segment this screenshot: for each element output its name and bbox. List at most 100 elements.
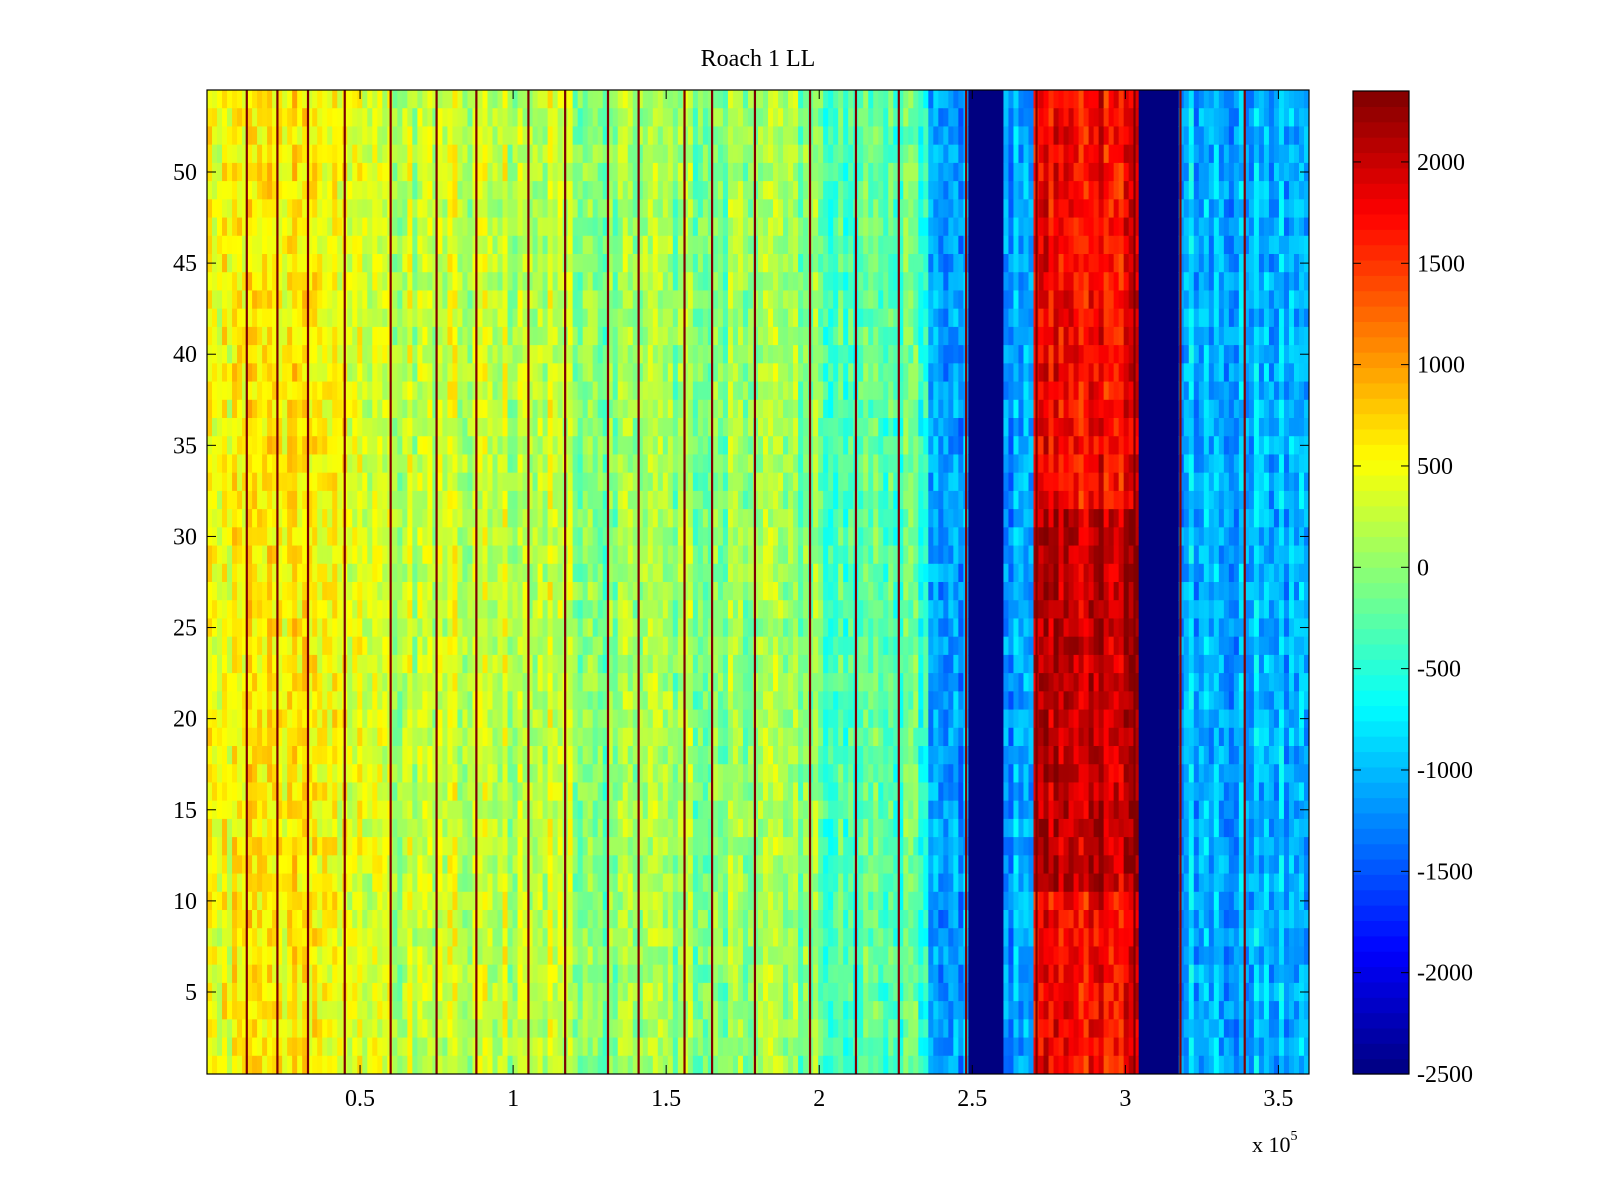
heatmap-cell (572, 910, 579, 929)
heatmap-cell (437, 964, 444, 984)
heatmap-cell (257, 399, 263, 419)
heatmap-cell (367, 982, 373, 1002)
heatmap-cell (252, 272, 258, 292)
heatmap-cell (447, 600, 454, 620)
heatmap-cell (447, 326, 454, 346)
heatmap-cell (412, 436, 418, 456)
heatmap-cell (487, 691, 494, 711)
heatmap-cell (257, 746, 263, 765)
heatmap-cell (447, 527, 454, 547)
heatmap-cell (492, 1019, 499, 1039)
heatmap-cell (632, 563, 639, 583)
heatmap-cell (272, 600, 278, 620)
heatmap-cell (522, 126, 529, 146)
heatmap-cell (397, 982, 403, 1002)
heatmap-cell (612, 308, 619, 328)
heatmap-cell (337, 1055, 343, 1074)
heatmap-cell (482, 345, 489, 364)
heatmap-cell (227, 709, 233, 729)
heatmap-cell (662, 381, 669, 401)
heatmap-cell (427, 691, 434, 711)
heatmap-cell (502, 436, 509, 456)
heatmap-cell (502, 910, 509, 929)
heatmap-cell (297, 855, 303, 875)
heatmap-cell (577, 399, 584, 419)
heatmap-cell (327, 782, 333, 802)
heatmap-cell (287, 545, 293, 565)
heatmap-cell (287, 326, 293, 346)
heatmap-cell (647, 345, 654, 364)
heatmap-cell (507, 563, 514, 583)
heatmap-cell (272, 782, 278, 802)
heatmap-cell (652, 472, 659, 492)
heatmap-cell (517, 709, 524, 729)
heatmap-cell (432, 837, 439, 856)
heatmap-cell (557, 782, 564, 802)
heatmap-cell (397, 818, 403, 838)
heatmap-cell (407, 837, 413, 856)
heatmap-cell (587, 472, 594, 492)
heatmap-cell (552, 818, 559, 838)
heatmap-cell (207, 582, 213, 601)
heatmap-cell (257, 837, 263, 856)
heatmap-cell (332, 691, 338, 711)
heatmap-cell (432, 855, 439, 875)
heatmap-cell (247, 746, 253, 765)
heatmap-cell (362, 272, 368, 292)
heatmap-cell (447, 727, 454, 747)
heatmap-cell (402, 509, 408, 528)
heatmap-cell (277, 418, 283, 437)
heatmap-cell (232, 709, 238, 729)
heatmap-cell (602, 1001, 609, 1020)
heatmap-cell (232, 490, 238, 510)
heatmap-cell (452, 1019, 459, 1039)
heatmap-cell (632, 982, 639, 1002)
heatmap-cell (637, 764, 644, 784)
heatmap-cell (452, 1037, 459, 1057)
heatmap-cell (307, 272, 313, 292)
heatmap-cell (422, 982, 428, 1002)
heatmap-cell (367, 490, 373, 510)
heatmap-cell (612, 782, 619, 802)
heatmap-cell (322, 782, 328, 802)
heatmap-cell (437, 1001, 444, 1020)
heatmap-cell (357, 746, 363, 765)
heatmap-cell (632, 946, 639, 966)
heatmap-cell (582, 600, 589, 620)
heatmap-cell (327, 1019, 333, 1039)
heatmap-cell (327, 800, 333, 820)
heatmap-cell (657, 199, 664, 219)
heatmap-cell (302, 727, 308, 747)
heatmap-cell (372, 673, 378, 692)
heatmap-cell (477, 618, 484, 638)
heatmap-cell (632, 855, 639, 875)
heatmap-cell (612, 582, 619, 601)
heatmap-cell (662, 527, 669, 547)
heatmap-cell (572, 199, 579, 219)
heatmap-cell (337, 600, 343, 620)
heatmap-cell (612, 600, 619, 620)
heatmap-cell (352, 636, 358, 656)
heatmap-cell (357, 855, 363, 875)
heatmap-cell (462, 436, 469, 456)
heatmap-cell (242, 928, 248, 948)
heatmap-cell (237, 691, 243, 711)
heatmap-cell (567, 873, 574, 893)
heatmap-cell (382, 563, 388, 583)
heatmap-cell (552, 454, 559, 474)
heatmap-cell (582, 1055, 589, 1074)
heatmap-cell (487, 673, 494, 692)
heatmap-cell (537, 454, 544, 474)
heatmap-cell (372, 1037, 378, 1057)
heatmap-cell (407, 800, 413, 820)
heatmap-cell (487, 126, 494, 146)
heatmap-cell (222, 235, 228, 255)
heatmap-cell (247, 800, 253, 820)
heatmap-cell (257, 162, 263, 182)
heatmap-cell (232, 928, 238, 948)
heatmap-cell (662, 254, 669, 273)
heatmap-cell (332, 1055, 338, 1074)
heatmap-cell (377, 90, 383, 109)
heatmap-cell (242, 818, 248, 838)
heatmap-cell (597, 636, 604, 656)
